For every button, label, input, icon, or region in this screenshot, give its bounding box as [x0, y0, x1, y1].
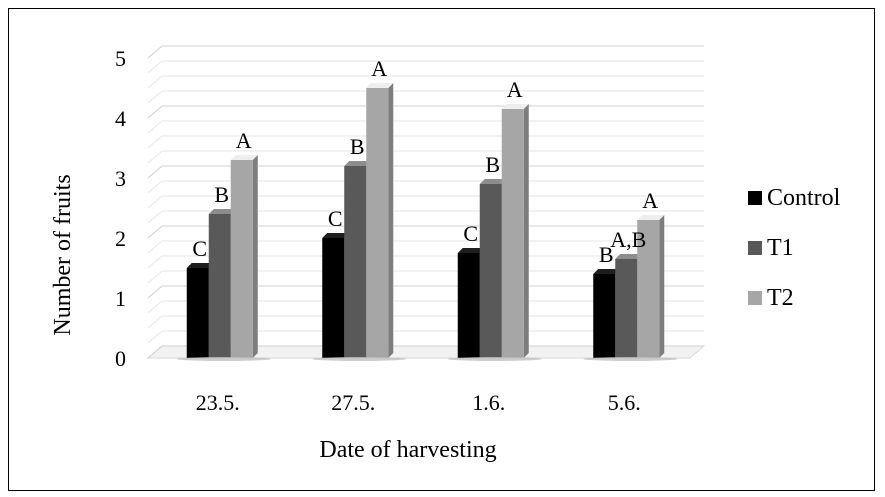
bar [480, 184, 502, 358]
bar-shadow [177, 357, 271, 361]
bar [209, 214, 231, 358]
legend-label: T1 [767, 235, 794, 261]
bar-shadow [583, 357, 677, 361]
bar-label: B [485, 152, 500, 177]
y-tick-label: 1 [115, 286, 126, 311]
bar-label: A [507, 77, 523, 102]
grid-line-side [148, 256, 162, 268]
grid-line-side [148, 226, 162, 238]
bar [322, 238, 344, 358]
legend: Control T1 T2 [748, 185, 841, 311]
bar-side [524, 104, 529, 358]
bar [187, 268, 209, 358]
x-tick-label: 1.6. [472, 390, 505, 415]
bar [502, 109, 524, 358]
bar [366, 88, 388, 358]
bar [615, 259, 637, 358]
grid-line-side [148, 121, 162, 133]
grid-line-side [148, 271, 162, 283]
grid-line-side [148, 76, 162, 88]
y-tick-label: 0 [115, 346, 126, 371]
legend-swatch [748, 241, 762, 255]
grid-line-side [148, 316, 162, 328]
grid-line-side [148, 166, 162, 178]
bar-label: C [328, 206, 343, 231]
bar-shadow [312, 357, 406, 361]
bar-label: B [350, 134, 365, 159]
grid-line-side [148, 211, 162, 223]
x-axis-label: Date of harvesting [319, 437, 496, 463]
bar-side [388, 83, 393, 358]
grid-line-side [148, 196, 162, 208]
legend-label: T2 [767, 285, 794, 311]
legend-swatch [748, 291, 762, 305]
x-tick-labels: 23.5. 27.5. 1.6. 5.6. [196, 390, 641, 415]
bar-label: A,B [610, 227, 646, 252]
bar-side [253, 155, 258, 358]
grid-line-side [148, 151, 162, 163]
y-tick-label: 3 [115, 166, 126, 191]
x-tick-label: 5.6. [608, 390, 641, 415]
bar-label: C [192, 236, 207, 261]
bar [458, 253, 480, 358]
bar [231, 160, 253, 358]
grid-line-side [148, 181, 162, 193]
x-tick-label: 23.5. [196, 390, 240, 415]
grid-line-side [148, 286, 162, 298]
legend-label: Control [767, 185, 841, 211]
legend-swatch [748, 191, 762, 205]
y-tick-label: 5 [115, 46, 126, 71]
grid-line-side [148, 331, 162, 343]
grid-line-side [148, 136, 162, 148]
bar [593, 274, 615, 358]
y-tick-label: 2 [115, 226, 126, 251]
grid-line-side [148, 61, 162, 73]
grid-line-side [148, 106, 162, 118]
y-tick-label: 4 [115, 106, 126, 131]
bar-label: A [371, 56, 387, 81]
bar-label: C [463, 221, 478, 246]
x-tick-label: 27.5. [331, 390, 375, 415]
grid-line-side [148, 241, 162, 253]
grid-line-side [148, 301, 162, 313]
bar-label: A [236, 128, 252, 153]
bar-label: A [642, 188, 658, 213]
y-tick-labels: 0 1 2 3 4 5 [115, 46, 126, 371]
bars [177, 83, 678, 361]
bar-shadow [448, 357, 542, 361]
y-axis-label: Number of fruits [50, 174, 76, 335]
grid-line-side [148, 46, 162, 58]
bar-label: B [214, 182, 229, 207]
bar-side [659, 215, 664, 358]
grid-line-side [148, 91, 162, 103]
bar [344, 166, 366, 358]
